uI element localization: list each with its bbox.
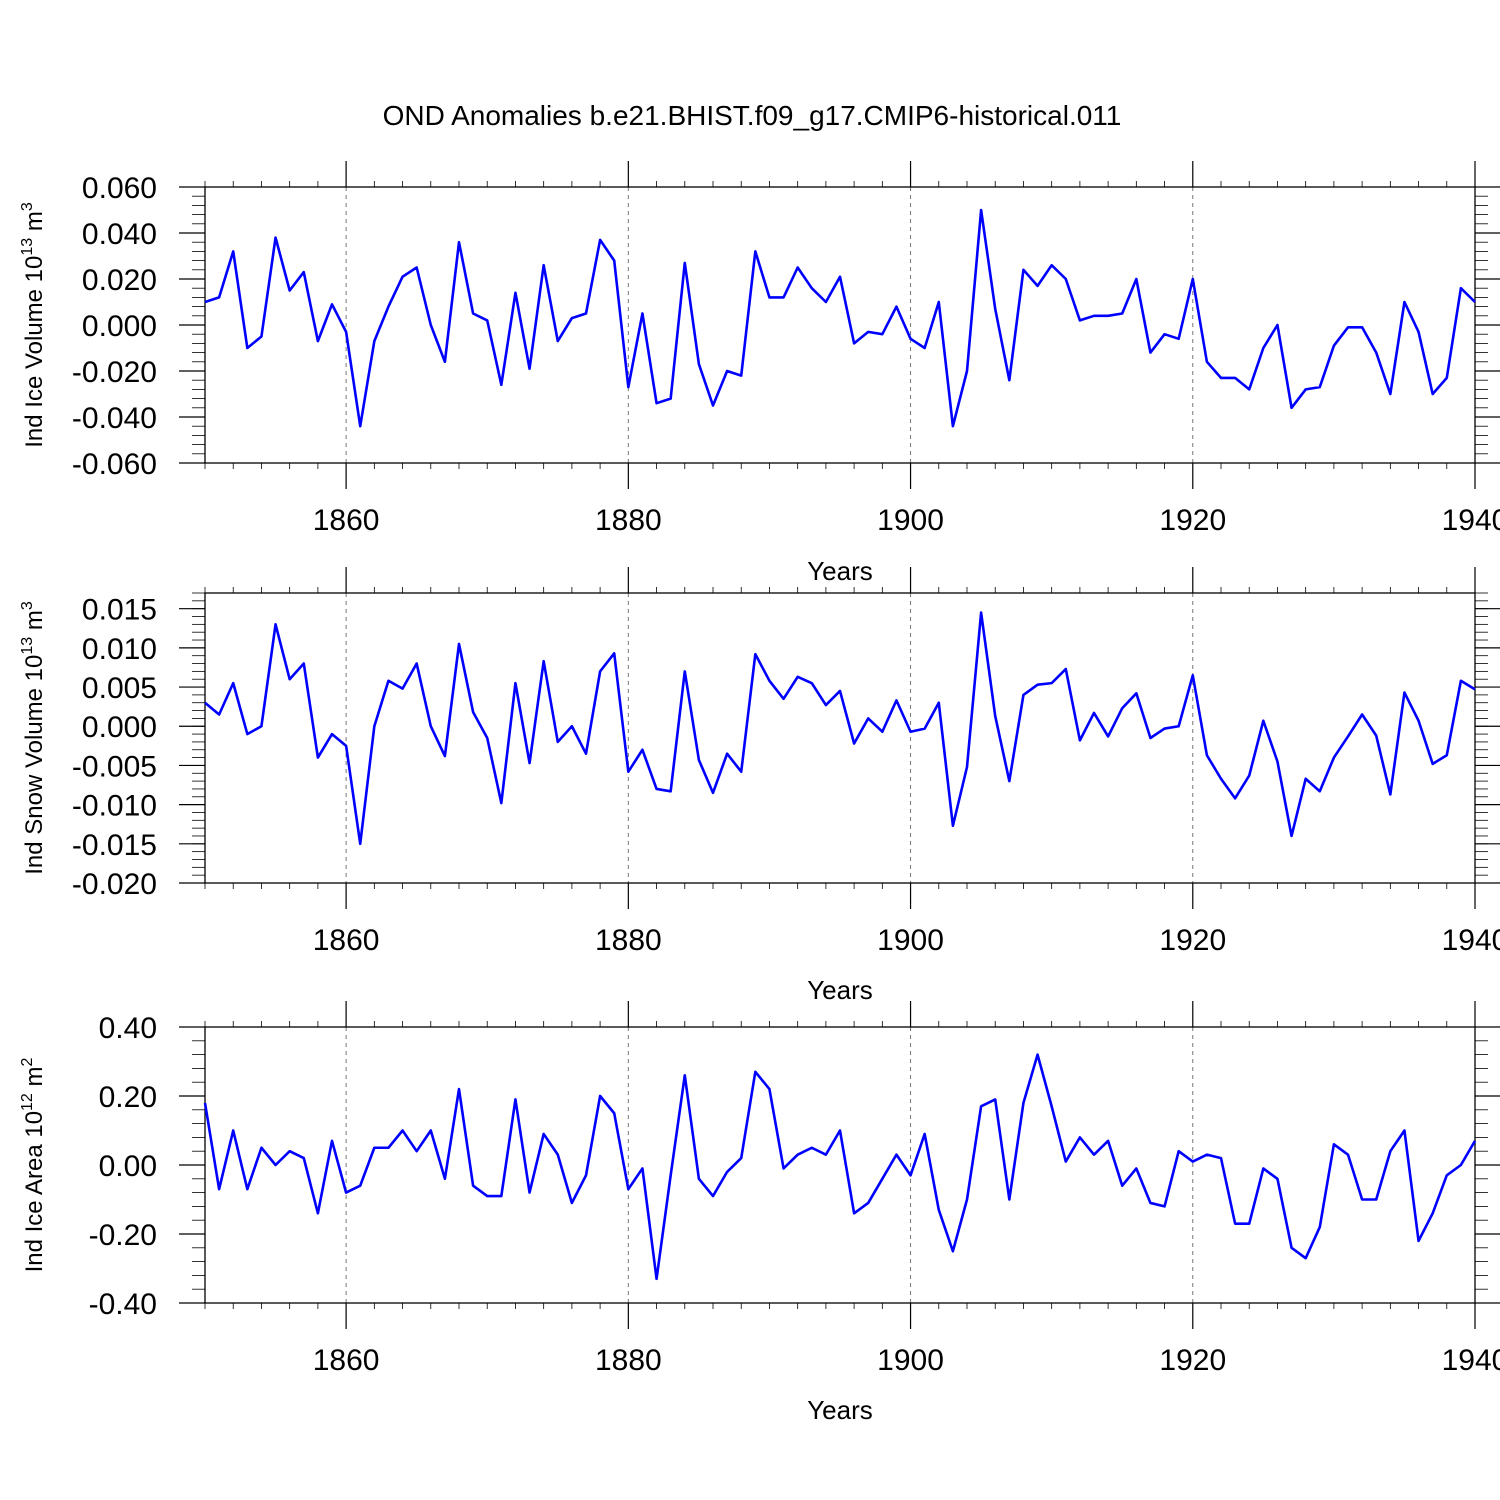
- y-axis-title-exponent: 13: [19, 637, 36, 655]
- x-tick-label: 1880: [595, 924, 662, 957]
- y-axis-title: Ind Ice Volume 1013 m3: [19, 202, 48, 448]
- y-axis-title-text: Ind Snow Volume 10: [21, 655, 48, 875]
- x-tick-label: 1860: [313, 1344, 380, 1377]
- y-tick-label: -0.005: [72, 750, 157, 783]
- y-tick-label: 0.040: [82, 218, 157, 251]
- x-tick-label: 1920: [1159, 504, 1226, 537]
- x-tick-label: 1860: [313, 504, 380, 537]
- y-axis-title: Ind Snow Volume 1013 m3: [19, 601, 48, 875]
- y-axis-title-unit: m: [21, 211, 48, 238]
- plot-frame: [204, 186, 1476, 464]
- y-tick-label: -0.40: [89, 1288, 157, 1321]
- series-line-ice-area: [203, 1053, 1477, 1281]
- x-tick-label: 1920: [1159, 924, 1226, 957]
- y-tick-label: 0.00: [99, 1150, 157, 1183]
- x-axis-title: Years: [807, 975, 873, 1005]
- chart-title: OND Anomalies b.e21.BHIST.f09_g17.CMIP6-…: [383, 100, 1122, 131]
- y-tick-label: 0.005: [82, 672, 157, 705]
- plot-frame: [204, 1026, 1476, 1304]
- y-tick-label: 0.40: [99, 1012, 157, 1045]
- y-tick-label: -0.20: [89, 1219, 157, 1252]
- x-tick-label: 1920: [1159, 1344, 1226, 1377]
- y-axis-title-unit-exponent: 3: [19, 202, 36, 211]
- y-tick-label: -0.040: [72, 402, 157, 435]
- series-line-snow-volume: [204, 611, 1476, 846]
- x-tick-label: 1880: [595, 504, 662, 537]
- x-axis-title: Years: [807, 556, 873, 586]
- y-axis-title-unit-exponent: 2: [19, 1057, 36, 1066]
- y-tick-label: 0.20: [99, 1081, 157, 1114]
- y-tick-label: 0.015: [82, 594, 157, 627]
- x-tick-label: 1880: [595, 1344, 662, 1377]
- y-axis-title-exponent: 12: [19, 1093, 36, 1111]
- y-tick-label: -0.060: [72, 448, 157, 481]
- x-tick-label: 1860: [313, 924, 380, 957]
- y-axis-title-exponent: 13: [19, 238, 36, 256]
- y-axis-title-unit: m: [21, 610, 48, 637]
- series-line-ice-volume: [204, 208, 1476, 428]
- y-axis-title-unit-exponent: 3: [19, 601, 36, 610]
- y-tick-label: 0.000: [82, 711, 157, 744]
- y-tick-label: -0.015: [72, 829, 157, 862]
- y-tick-label: 0.010: [82, 633, 157, 666]
- y-axis-title-unit: m: [21, 1066, 48, 1093]
- x-axis-title: Years: [807, 1395, 873, 1425]
- x-tick-label: 1900: [877, 1344, 944, 1377]
- y-tick-label: -0.020: [72, 356, 157, 389]
- x-tick-label: 1900: [877, 924, 944, 957]
- y-tick-label: 0.020: [82, 264, 157, 297]
- x-tick-label: 1900: [877, 504, 944, 537]
- y-axis-title-text: Ind Ice Area 10: [21, 1111, 48, 1272]
- plot-frame: [204, 592, 1476, 884]
- y-axis-title-text: Ind Ice Volume 10: [21, 256, 48, 448]
- y-axis-title: Ind Ice Area 1012 m2: [19, 1057, 48, 1272]
- y-tick-label: -0.020: [72, 868, 157, 901]
- y-tick-label: 0.000: [82, 310, 157, 343]
- panels: 186018801900192019400.0600.0400.0200.000…: [19, 161, 1500, 1425]
- y-tick-label: 0.060: [82, 172, 157, 205]
- y-tick-label: -0.010: [72, 790, 157, 823]
